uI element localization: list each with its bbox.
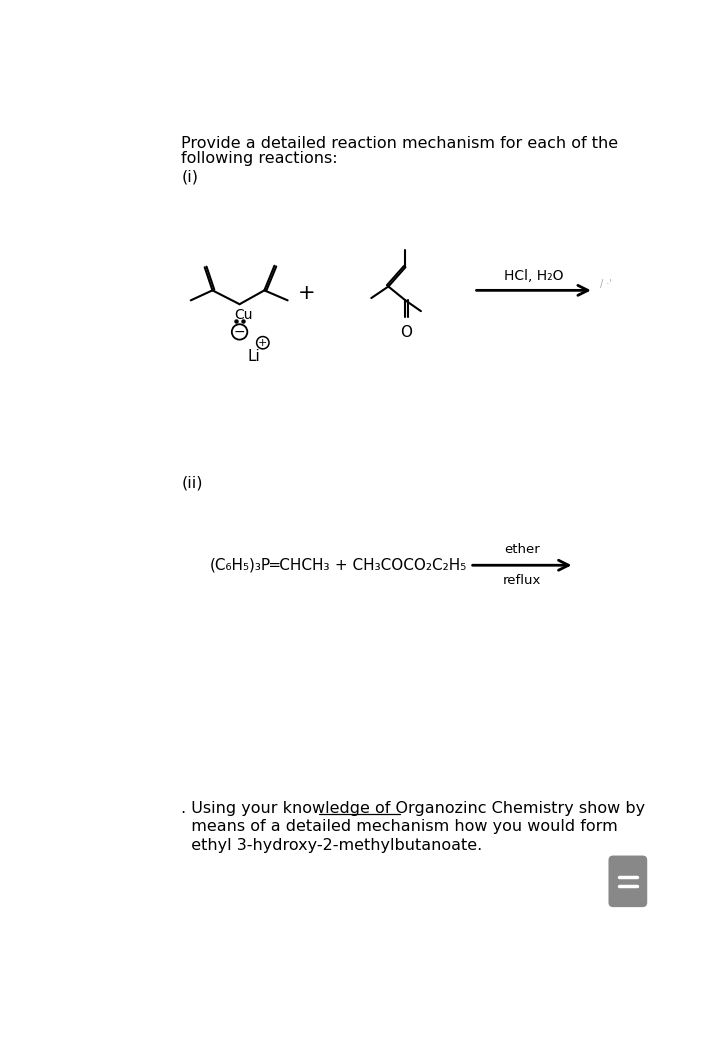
Text: (ii): (ii) bbox=[181, 475, 203, 490]
Text: O: O bbox=[400, 324, 412, 340]
Text: ether: ether bbox=[504, 543, 540, 556]
Text: / ·': / ·' bbox=[600, 279, 612, 289]
Text: Cu: Cu bbox=[234, 308, 253, 322]
Text: + CH₃COCO₂C₂H₅: + CH₃COCO₂C₂H₅ bbox=[330, 557, 467, 573]
Text: HCl, H₂O: HCl, H₂O bbox=[504, 268, 564, 283]
Text: reflux: reflux bbox=[503, 574, 541, 588]
Text: . Using your knowledge of Organozinc Chemistry show by: . Using your knowledge of Organozinc Che… bbox=[181, 801, 646, 815]
FancyBboxPatch shape bbox=[608, 856, 647, 907]
Text: following reactions:: following reactions: bbox=[181, 151, 338, 166]
Text: (C₆H₅)₃P═CHCH₃: (C₆H₅)₃P═CHCH₃ bbox=[210, 557, 330, 573]
Text: Li: Li bbox=[248, 348, 260, 364]
Text: ethyl 3-hydroxy-2-methylbutanoate.: ethyl 3-hydroxy-2-methylbutanoate. bbox=[181, 838, 482, 853]
Text: means of a detailed mechanism how you would form: means of a detailed mechanism how you wo… bbox=[181, 820, 618, 834]
Text: Provide a detailed reaction mechanism for each of the: Provide a detailed reaction mechanism fo… bbox=[181, 135, 618, 151]
Text: +: + bbox=[258, 338, 268, 347]
Text: +: + bbox=[298, 283, 316, 303]
Text: (i): (i) bbox=[181, 170, 199, 184]
Text: −: − bbox=[234, 324, 246, 339]
